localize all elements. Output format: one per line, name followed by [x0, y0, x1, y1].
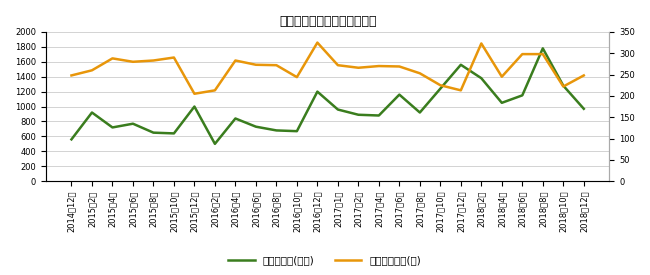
野菜キロ単価(円): [252, 63, 260, 67]
豆苗出荷量(トン): [150, 131, 157, 134]
豆苗出荷量(トン): [457, 63, 465, 67]
野菜キロ単価(円): [109, 57, 116, 60]
Legend: 豆苗出荷量(トン), 野菜キロ単価(円): 豆苗出荷量(トン), 野菜キロ単価(円): [224, 251, 426, 270]
豆苗出荷量(トン): [68, 138, 75, 141]
野菜キロ単価(円): [211, 89, 219, 92]
豆苗出荷量(トン): [190, 105, 198, 108]
野菜キロ単価(円): [88, 69, 96, 72]
豆苗出荷量(トン): [334, 108, 342, 111]
豆苗出荷量(トン): [293, 130, 301, 133]
Title: 豆苗出荷量と野菜価格の推移: 豆苗出荷量と野菜価格の推移: [279, 15, 376, 28]
野菜キロ単価(円): [498, 75, 506, 78]
Line: 野菜キロ単価(円): 野菜キロ単価(円): [72, 43, 584, 94]
豆苗出荷量(トン): [88, 111, 96, 114]
Line: 豆苗出荷量(トン): 豆苗出荷量(トン): [72, 48, 584, 144]
豆苗出荷量(トン): [211, 142, 219, 145]
野菜キロ単価(円): [539, 53, 547, 56]
豆苗出荷量(トン): [477, 76, 485, 80]
野菜キロ単価(円): [293, 75, 301, 79]
豆苗出荷量(トン): [129, 122, 137, 125]
野菜キロ単価(円): [313, 41, 321, 44]
野菜キロ単価(円): [334, 64, 342, 67]
野菜キロ単価(円): [231, 59, 239, 62]
野菜キロ単価(円): [560, 85, 567, 88]
豆苗出荷量(トン): [170, 132, 178, 135]
野菜キロ単価(円): [170, 56, 178, 59]
豆苗出荷量(トン): [375, 114, 383, 117]
野菜キロ単価(円): [416, 72, 424, 75]
豆苗出荷量(トン): [560, 84, 567, 87]
野菜キロ単価(円): [580, 74, 588, 77]
豆苗出荷量(トン): [109, 126, 116, 129]
野菜キロ単価(円): [436, 84, 444, 87]
豆苗出荷量(トン): [354, 113, 362, 116]
豆苗出荷量(トン): [436, 87, 444, 90]
野菜キロ単価(円): [395, 65, 403, 68]
豆苗出荷量(トン): [395, 93, 403, 96]
野菜キロ単価(円): [272, 64, 280, 67]
豆苗出荷量(トン): [231, 117, 239, 120]
野菜キロ単価(円): [375, 64, 383, 68]
豆苗出荷量(トン): [580, 107, 588, 111]
豆苗出荷量(トン): [519, 94, 526, 97]
野菜キロ単価(円): [150, 59, 157, 62]
野菜キロ単価(円): [190, 92, 198, 95]
豆苗出荷量(トン): [272, 129, 280, 132]
野菜キロ単価(円): [519, 53, 526, 56]
豆苗出荷量(トン): [313, 90, 321, 93]
豆苗出荷量(トン): [539, 47, 547, 50]
豆苗出荷量(トン): [252, 125, 260, 128]
豆苗出荷量(トン): [416, 111, 424, 114]
野菜キロ単価(円): [477, 42, 485, 45]
野菜キロ単価(円): [129, 60, 137, 64]
野菜キロ単価(円): [354, 66, 362, 69]
野菜キロ単価(円): [68, 74, 75, 77]
豆苗出荷量(トン): [498, 101, 506, 104]
野菜キロ単価(円): [457, 89, 465, 92]
